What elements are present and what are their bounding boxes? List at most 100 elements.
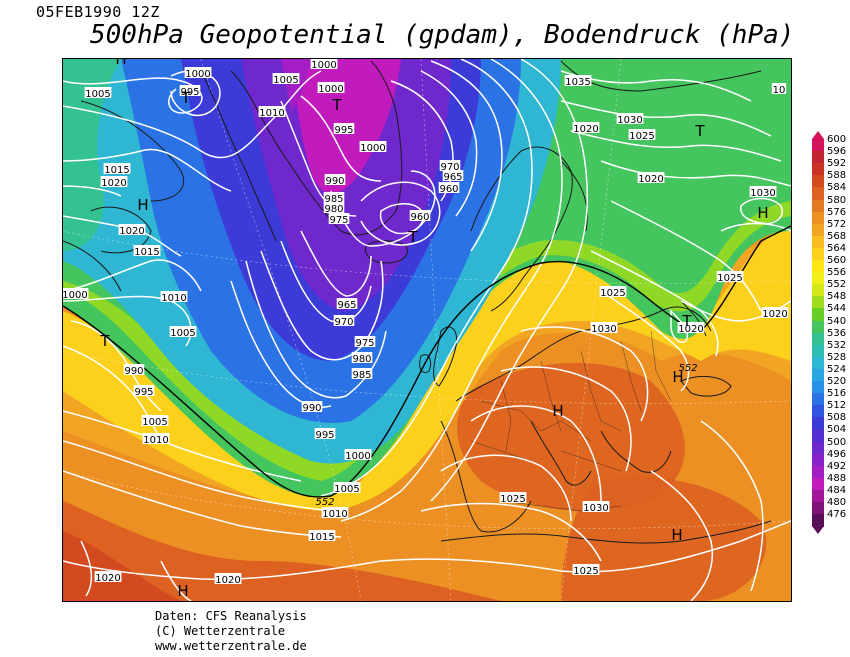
legend-label: 496 — [827, 448, 847, 460]
legend-label: 576 — [827, 206, 847, 218]
low-pressure-marker: T — [681, 312, 692, 330]
isobar-label-bg — [272, 73, 300, 84]
height-label: 552 — [315, 497, 334, 508]
field-536 — [63, 59, 121, 251]
color-legend: 600 596 592 588 584 580 576 572 568 564 560 556 552 5… — [808, 131, 848, 535]
legend-label: 532 — [827, 339, 847, 351]
isobar-label: 1005 — [334, 484, 359, 495]
isobars — [63, 59, 791, 601]
legend-label: 524 — [827, 363, 847, 375]
legend-swatch — [812, 308, 824, 321]
isobar-label: 1025 — [629, 131, 654, 142]
legend-label: 520 — [827, 376, 847, 387]
legend-label: 536 — [827, 327, 847, 339]
isobar-label-bg — [323, 202, 345, 213]
legend-swatch — [812, 199, 824, 213]
isobar-label: 1025 — [573, 566, 598, 577]
isobar-label-bg — [572, 564, 600, 575]
isobar-label: 1020 — [119, 226, 144, 237]
isobar-label: 985 — [352, 370, 371, 381]
legend-label: 580 — [827, 194, 847, 206]
isobar-label: 1010 — [143, 435, 168, 446]
isobar-label-bg — [160, 291, 188, 302]
legend-label: 516 — [827, 388, 847, 400]
footer: Daten: CFS Reanalysis (C) Wetterzentrale… — [155, 609, 307, 654]
isobar-label-bg — [351, 352, 373, 363]
isobar-label: 975 — [329, 215, 348, 226]
legend-swatch — [812, 332, 824, 346]
legend-swatch — [812, 489, 824, 503]
isobar-label-bg — [582, 501, 610, 512]
isobar-label: 1020 — [638, 174, 663, 185]
map-date: 05FEB1990 12Z — [36, 3, 160, 21]
legend-label: 508 — [827, 412, 847, 424]
isobar-label: 965 — [337, 300, 356, 311]
isobar-label-bg — [179, 85, 201, 96]
isobar-label-bg — [317, 82, 345, 93]
high-pressure-marker: H — [137, 196, 148, 214]
isobar-label: 1025 — [717, 273, 742, 284]
legend-swatch — [812, 393, 824, 406]
isobar-label: 1025 — [600, 288, 625, 299]
isobar-label: 975 — [355, 338, 374, 349]
legend-label: 484 — [827, 484, 847, 496]
legend-swatch — [812, 139, 824, 152]
isobar-label-bg — [564, 75, 592, 86]
isobar-label-bg — [590, 322, 618, 333]
isobar-label-bg — [324, 174, 346, 185]
isobar-label-bg — [637, 172, 665, 183]
low-pressure-marker: T — [407, 228, 418, 246]
isobar-label: 1000 — [345, 451, 370, 462]
isobar-label: 1000 — [318, 84, 343, 95]
legend-label: 480 — [827, 497, 847, 508]
copyright: (C) Wetterzentrale — [155, 624, 286, 638]
isobar-label-bg — [499, 492, 527, 503]
legend-swatch — [812, 405, 824, 418]
isobar-label: 1015 — [309, 532, 334, 543]
isobar-label: 1010 — [322, 509, 347, 520]
isobar-label: 1015 — [104, 165, 129, 176]
legend-swatch — [812, 163, 824, 176]
isobar-label-bg — [310, 59, 338, 69]
high-pressure-marker: H — [177, 582, 188, 600]
field-580 — [63, 501, 501, 601]
legend-swatch — [812, 223, 824, 237]
isobar-label: 1020 — [101, 178, 126, 189]
legend-label: 492 — [827, 460, 847, 472]
isobar-label-bg — [344, 449, 372, 460]
isobar-label-bg — [301, 401, 323, 412]
legend-label: 512 — [827, 400, 847, 412]
legend-swatch — [812, 368, 824, 382]
legend-label: 560 — [827, 255, 847, 266]
legend-swatch — [812, 151, 824, 164]
isobar-label-bg — [351, 368, 373, 379]
isobar-label-bg — [359, 141, 387, 152]
legend-swatch — [812, 187, 824, 200]
legend-swatch — [812, 296, 824, 309]
isobar-label-bg — [100, 176, 128, 187]
legend-swatch — [812, 260, 824, 273]
isobar-label: 965 — [443, 172, 462, 183]
isobar-label-bg — [133, 245, 161, 256]
legend-label: 548 — [827, 291, 847, 303]
isobar-label: 995 — [134, 387, 153, 398]
field-584 — [63, 531, 181, 601]
coastlines — [63, 60, 772, 544]
legend-label: 540 — [827, 315, 847, 327]
legend-swatch — [812, 175, 824, 188]
isobar-label-bg — [572, 122, 600, 133]
isobar-label: 990 — [124, 366, 143, 377]
legend-label: 552 — [827, 279, 847, 291]
high-pressure-marker: H — [115, 59, 126, 68]
map-canvas: 1005 1000 995 1005 1000 1000 1010 995 1000 1035 10… — [63, 59, 791, 601]
isobar-label: 1005 — [273, 75, 298, 86]
high-pressure-marker: H — [672, 368, 683, 386]
legend-label: 584 — [827, 182, 847, 194]
weather-map: 1005 1000 995 1005 1000 1000 1010 995 1000 1035 10… — [62, 58, 792, 602]
isobar-label: 1005 — [170, 328, 195, 339]
legend-label: 504 — [827, 424, 847, 436]
isobar-label-bg — [333, 123, 355, 134]
isobar-label-bg — [439, 160, 461, 171]
isobar-label: 990 — [302, 403, 321, 414]
isobar-label-bg — [438, 182, 460, 193]
